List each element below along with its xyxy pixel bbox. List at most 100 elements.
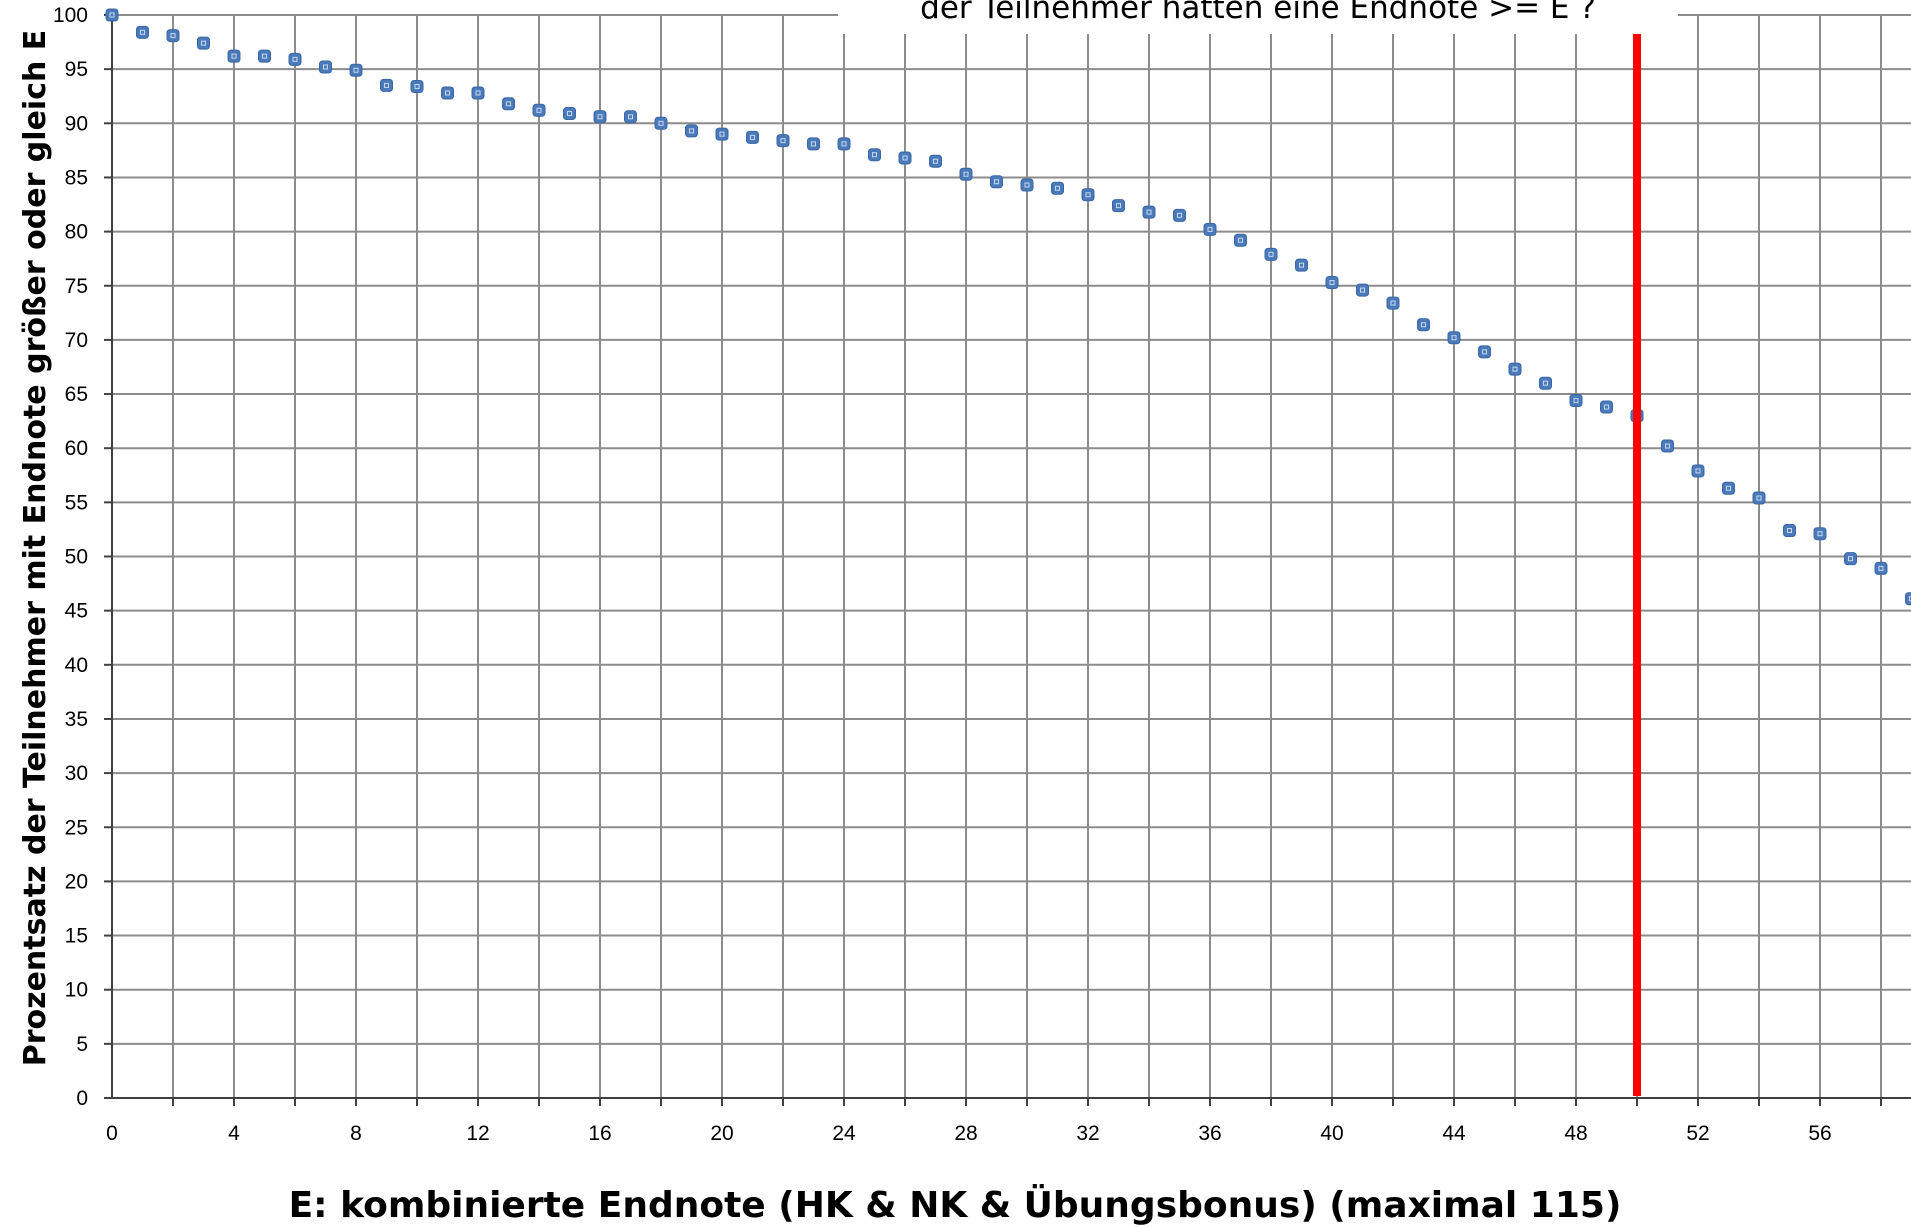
data-point (776, 134, 790, 148)
data-point (807, 137, 820, 151)
data-points (105, 8, 1911, 606)
data-point (1295, 258, 1308, 272)
y-tick-label: 90 (65, 112, 88, 135)
x-axis-title: E: kombinierte Endnote (HK & NK & Übungs… (289, 1184, 1622, 1226)
data-point (837, 137, 851, 151)
data-point (1051, 181, 1064, 195)
x-tick-labels: 0481216202428323640444852566064687276808… (106, 1122, 1832, 1145)
data-point (227, 49, 241, 63)
data-point (959, 167, 973, 181)
x-tick-label: 40 (1320, 1122, 1343, 1145)
data-point (1142, 205, 1156, 219)
data-point (1508, 362, 1522, 376)
title-background (838, 0, 1678, 34)
y-tick-label: 35 (65, 708, 88, 731)
y-tick-label: 5 (76, 1033, 88, 1056)
data-point (654, 116, 668, 130)
x-tick-label: 44 (1442, 1122, 1466, 1145)
data-point (532, 103, 546, 117)
data-point (1020, 178, 1034, 192)
y-tick-label: 0 (76, 1087, 88, 1110)
data-point (471, 86, 485, 100)
data-point (1264, 247, 1278, 261)
y-tick-label: 60 (65, 437, 88, 460)
data-point (288, 52, 302, 66)
data-point (990, 175, 1003, 189)
y-tick-label: 45 (65, 600, 88, 623)
data-point (105, 8, 119, 22)
data-point (624, 110, 637, 124)
data-point (349, 63, 363, 77)
data-point (502, 97, 515, 111)
y-tick-label: 95 (65, 58, 88, 81)
x-tick-label: 28 (954, 1122, 977, 1145)
data-point (319, 60, 332, 74)
data-point (1691, 464, 1705, 478)
data-point (929, 154, 942, 168)
data-point (1234, 233, 1247, 247)
x-tick-label: 12 (466, 1122, 489, 1145)
x-tick-label: 8 (350, 1122, 362, 1145)
x-tick-label: 52 (1686, 1122, 1709, 1145)
data-point (1600, 400, 1613, 414)
data-point (898, 151, 912, 165)
x-tick-label: 56 (1808, 1122, 1831, 1145)
data-point (1386, 296, 1400, 310)
x-tick-label: 36 (1198, 1122, 1221, 1145)
y-tick-label: 25 (65, 816, 88, 839)
data-point (746, 130, 759, 144)
x-tick-label: 16 (588, 1122, 611, 1145)
data-point (1081, 188, 1095, 202)
data-point (166, 29, 180, 43)
y-tick-label: 30 (65, 762, 88, 785)
data-point (136, 25, 149, 39)
data-point (1112, 199, 1125, 213)
y-tick-labels: 0 5 10 15 20 25 30 35 40 45 50 55 60 65 70 75 80 85 90 95 10… (53, 4, 88, 1110)
data-point (685, 124, 698, 138)
y-tick-label: 75 (65, 275, 88, 298)
data-point (1783, 524, 1796, 538)
x-tick-label: 4 (228, 1122, 240, 1145)
data-point (1752, 491, 1766, 505)
data-point (868, 148, 881, 162)
y-tick-label: 85 (65, 166, 88, 189)
y-tick-label: 100 (53, 4, 88, 27)
data-point (1569, 394, 1583, 408)
data-point (380, 78, 393, 92)
axes (104, 14, 1911, 1106)
x-tick-label: 20 (710, 1122, 733, 1145)
y-tick-label: 55 (65, 491, 88, 514)
x-tick-label: 24 (832, 1122, 856, 1145)
data-point (1356, 283, 1369, 297)
data-point (563, 107, 576, 121)
y-tick-label: 80 (65, 221, 88, 244)
data-point (1813, 527, 1827, 541)
y-tick-label: 15 (65, 925, 88, 948)
data-point (441, 86, 454, 100)
data-point (1905, 592, 1911, 606)
data-point (1661, 439, 1674, 453)
y-tick-label: 65 (65, 383, 88, 406)
data-point (1722, 481, 1735, 495)
data-point (1325, 276, 1339, 290)
x-tick-label: 32 (1076, 1122, 1099, 1145)
data-point (715, 127, 729, 141)
x-tick-label: 0 (106, 1122, 118, 1145)
data-point (197, 36, 210, 50)
data-point (1844, 552, 1857, 566)
data-point (1874, 561, 1888, 575)
y-tick-label: 20 (65, 870, 88, 893)
data-point (1417, 318, 1430, 332)
data-point (1173, 208, 1186, 222)
grid (112, 14, 1911, 1098)
y-tick-label: 40 (65, 654, 88, 677)
x-tick-label: 48 (1564, 1122, 1587, 1145)
data-point (410, 79, 424, 93)
data-point (1539, 376, 1552, 390)
y-tick-label: 10 (65, 979, 88, 1002)
data-point (258, 49, 271, 63)
y-tick-label: 70 (65, 329, 88, 352)
y-axis-title: Prozentsatz der Teilnehmer mit Endnote g… (18, 30, 53, 1067)
data-point (1478, 345, 1491, 359)
